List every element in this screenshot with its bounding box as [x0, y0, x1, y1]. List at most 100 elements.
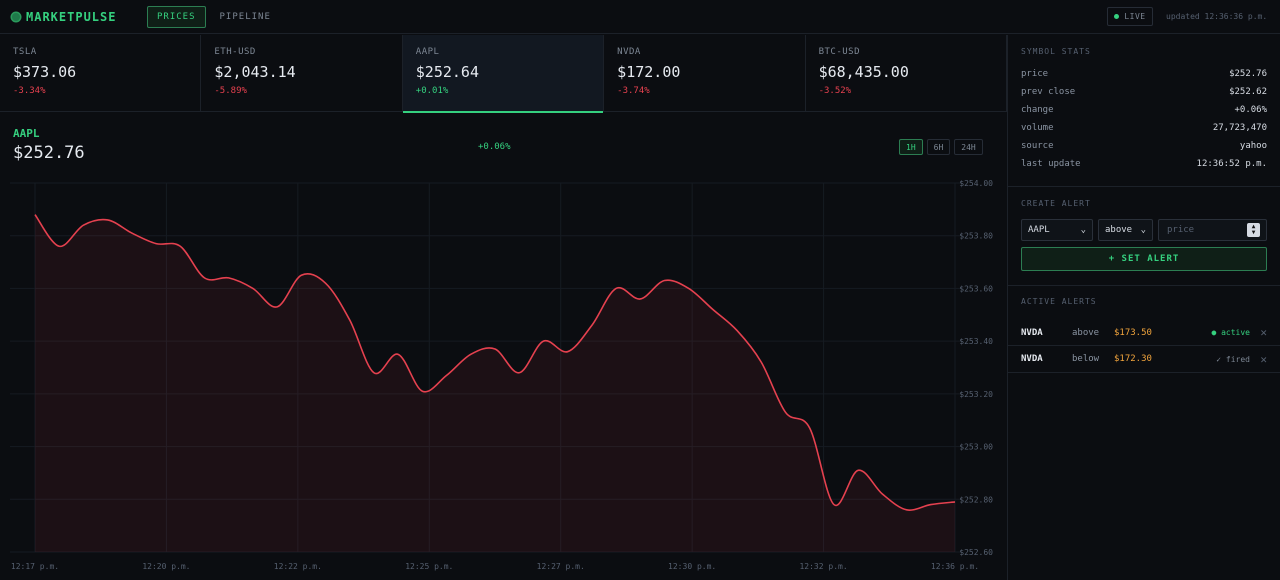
alert-status-badge: ● active — [1211, 328, 1250, 337]
ticker-strip: TSLA $373.06 -3.34% ETH-USD $2,043.14 -5… — [0, 35, 1007, 113]
main-nav: PRICES PIPELINE — [147, 6, 281, 28]
active-alerts-title: ACTIVE ALERTS — [1021, 297, 1097, 306]
updated-timestamp: updated 12:36:36 p.m. — [1166, 12, 1268, 21]
stat-row: last update 12:36:52 p.m. — [1021, 155, 1267, 173]
alert-direction: below — [1072, 354, 1100, 364]
x-tick-label: 12:17 p.m. — [11, 562, 59, 571]
chevron-down-icon: ⌄ — [1080, 225, 1086, 235]
nav-prices-tab[interactable]: PRICES — [147, 6, 206, 28]
stat-key: last update — [1021, 159, 1081, 169]
range-6h-button[interactable]: 6H — [926, 139, 951, 155]
status-dot-icon — [12, 13, 20, 21]
y-tick-label: $253.20 — [959, 390, 993, 399]
y-tick-label: $252.80 — [959, 495, 993, 504]
alert-direction-value: above — [1105, 225, 1133, 235]
chart-header: AAPL $252.76 — [13, 127, 85, 163]
y-tick-label: $253.60 — [959, 284, 993, 293]
nav-pipeline-tab[interactable]: PIPELINE — [219, 12, 271, 22]
ticker-price: $68,435.00 — [818, 63, 909, 81]
ticker-change: +0.01% — [415, 86, 449, 96]
range-1h-button[interactable]: 1H — [899, 139, 923, 155]
alert-direction: above — [1072, 327, 1100, 338]
stat-row: price $252.76 — [1021, 65, 1267, 83]
sidebar: SYMBOL STATS price $252.76 prev close $252… — [1007, 35, 1280, 580]
ticker-card-btc-usd[interactable]: BTC-USD $68,435.00 -3.52% — [806, 35, 1007, 112]
stepper-icon[interactable]: ▲ ▼ — [1247, 223, 1260, 237]
chevron-down-icon: ⌄ — [1140, 225, 1146, 235]
ticker-card-eth-usd[interactable]: ETH-USD $2,043.14 -5.89% — [201, 35, 403, 112]
y-tick-label: $253.40 — [959, 337, 993, 346]
ticker-symbol: ETH-USD — [214, 47, 256, 57]
stat-row: source yahoo — [1021, 137, 1267, 155]
ticker-price: $172.00 — [617, 63, 681, 81]
stat-key: price — [1021, 69, 1049, 79]
ticker-symbol: TSLA — [13, 47, 37, 57]
create-alert-panel: CREATE ALERT AAPL ⌄ above ⌄ price ▲ ▼ + S… — [1008, 187, 1280, 286]
x-tick-label: 12:20 p.m. — [142, 562, 190, 571]
ticker-price: $2,043.14 — [214, 63, 296, 81]
alert-price: $173.50 — [1114, 327, 1152, 338]
alert-symbol: NVDA — [1021, 327, 1043, 338]
range-selector: 1H 6H 24H — [899, 139, 983, 155]
ticker-change: -3.52% — [818, 86, 852, 96]
ticker-change: -3.74% — [617, 86, 650, 96]
app-name: MARKETPULSE — [26, 10, 117, 24]
x-tick-label: 12:36 p.m. — [931, 562, 979, 571]
live-badge: LIVE — [1107, 7, 1153, 26]
ticker-symbol: AAPL — [415, 47, 440, 57]
alert-status-badge: ✓ fired — [1216, 354, 1250, 364]
ticker-card-tsla[interactable]: TSLA $373.06 -3.34% — [0, 35, 202, 112]
live-dot-icon — [1114, 14, 1120, 19]
x-tick-label: 12:32 p.m. — [799, 562, 847, 571]
ticker-change: -3.34% — [13, 86, 46, 96]
top-bar: MARKETPULSE PRICES PIPELINE LIVE updated… — [0, 0, 1280, 34]
stat-key: prev close — [1021, 87, 1076, 97]
active-alerts-panel: ACTIVE ALERTS NVDA above $173.50 ● activ… — [1008, 286, 1280, 373]
chart-symbol: AAPL — [13, 127, 40, 140]
price-chart[interactable]: $254.00 $253.80 $253.60 $253.40 $253.20 $253.… — [0, 170, 1005, 580]
stat-key: volume — [1021, 123, 1054, 133]
brand: MARKETPULSE — [12, 10, 116, 24]
y-tick-label: $253.00 — [959, 443, 993, 452]
price-placeholder: price — [1167, 225, 1195, 235]
ticker-price: $373.06 — [13, 63, 77, 81]
live-label: LIVE — [1124, 12, 1146, 21]
chart-price: $252.76 — [13, 143, 85, 163]
stat-value: yahoo — [1239, 141, 1267, 151]
ticker-symbol: BTC-USD — [818, 47, 860, 57]
close-icon[interactable]: ✕ — [1260, 326, 1267, 339]
stat-value: 27,723,470 — [1212, 123, 1267, 133]
stat-row: prev close $252.62 — [1021, 83, 1267, 101]
y-tick-label: $252.60 — [959, 548, 993, 557]
range-24h-button[interactable]: 24H — [954, 139, 983, 155]
ticker-card-nvda[interactable]: NVDA $172.00 -3.74% — [604, 35, 806, 112]
stats-title: SYMBOL STATS — [1021, 47, 1091, 56]
ticker-card-aapl[interactable]: AAPL $252.64 +0.01% — [402, 35, 605, 113]
stat-value: 12:36:52 p.m. — [1196, 159, 1267, 169]
create-alert-title: CREATE ALERT — [1021, 199, 1091, 208]
alert-symbol-select[interactable]: AAPL ⌄ — [1021, 219, 1093, 241]
stat-value: +0.06% — [1234, 105, 1267, 115]
x-tick-label: 12:22 p.m. — [274, 562, 322, 571]
stat-row: change +0.06% — [1021, 101, 1267, 119]
x-tick-label: 12:27 p.m. — [537, 562, 585, 571]
alert-row: NVDA below $172.30 ✓ fired ✕ — [1008, 346, 1280, 373]
stat-row: volume 27,723,470 — [1021, 119, 1267, 137]
alert-row: NVDA above $173.50 ● active ✕ — [1008, 319, 1280, 346]
alert-symbol: NVDA — [1021, 354, 1043, 364]
y-tick-label: $253.80 — [959, 232, 993, 241]
ticker-price: $252.64 — [415, 63, 479, 81]
alert-direction-select[interactable]: above ⌄ — [1098, 219, 1153, 241]
ticker-symbol: NVDA — [617, 47, 641, 57]
set-alert-button[interactable]: + SET ALERT — [1021, 247, 1267, 271]
alert-price-input[interactable]: price ▲ ▼ — [1158, 219, 1267, 241]
stat-value: $252.76 — [1229, 69, 1267, 79]
price-series-line — [34, 214, 956, 511]
close-icon[interactable]: ✕ — [1260, 352, 1267, 366]
alert-price: $172.30 — [1114, 354, 1152, 364]
alert-form: AAPL ⌄ above ⌄ price ▲ ▼ — [1021, 219, 1267, 241]
stat-key: source — [1021, 141, 1054, 151]
price-area-fill — [35, 214, 955, 552]
y-tick-label: $254.00 — [959, 179, 993, 188]
symbol-stats-panel: SYMBOL STATS price $252.76 prev close $252… — [1008, 35, 1280, 187]
